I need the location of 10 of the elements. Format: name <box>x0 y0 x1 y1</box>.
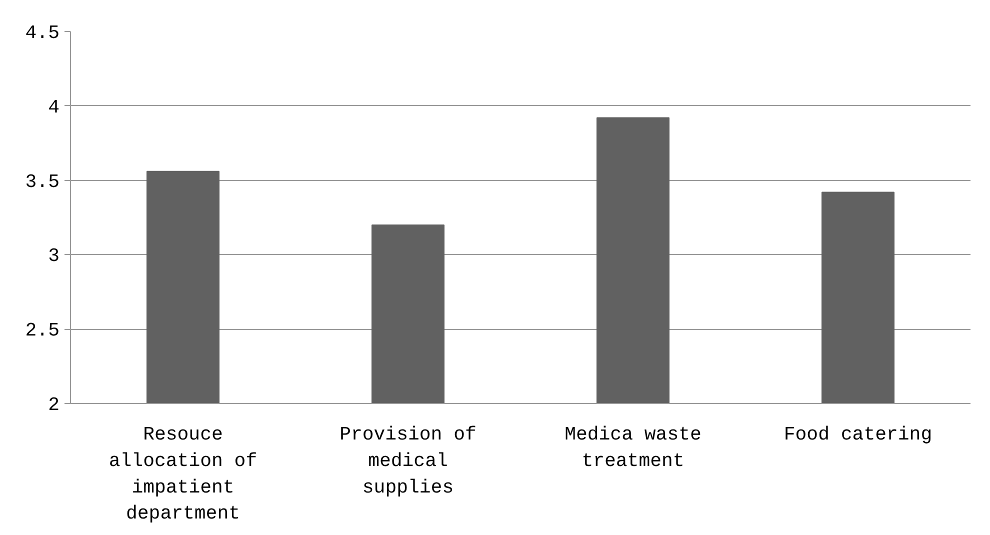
x-tick-label: Provision of medical supplies <box>340 424 476 498</box>
y-tick-label: 2 <box>48 394 60 416</box>
y-tick-label: 2.5 <box>25 320 60 342</box>
y-tick-label: 3.5 <box>25 170 60 193</box>
y-tick-label: 4.5 <box>25 22 60 44</box>
y-tick-label: 3 <box>48 245 60 268</box>
x-tick-label: Food catering <box>784 424 932 446</box>
x-tick-label: Medica waste treatment <box>564 424 702 472</box>
y-tick-label: 4 <box>48 96 60 118</box>
x-tick-label: Resouce allocation of impatient department <box>108 424 258 525</box>
